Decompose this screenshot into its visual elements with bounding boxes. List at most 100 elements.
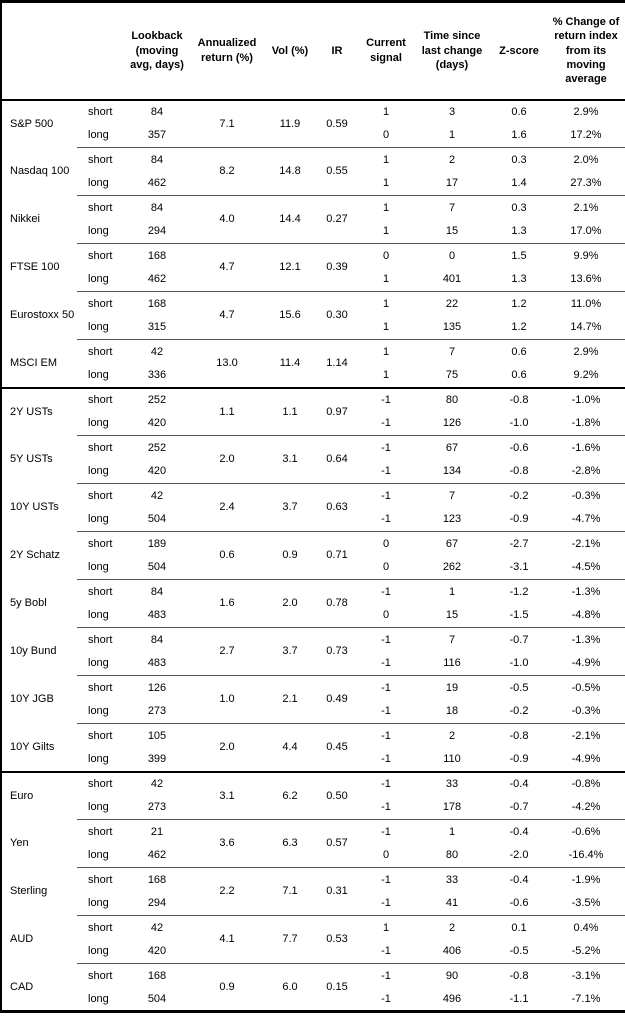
annualized-return-cell: 2.7: [189, 627, 265, 676]
pct-change-cell: 14.7%: [547, 315, 625, 340]
column-header-vol: Vol (%): [265, 1, 315, 101]
pct-change-cell: -0.3%: [571, 489, 601, 502]
lookback-cell: 84: [150, 105, 164, 118]
row-label-cell: long: [77, 555, 125, 580]
vol-cell: 6.0: [265, 963, 315, 1013]
row-label-cell: short: [88, 249, 113, 262]
row-label-cell: short: [88, 441, 113, 454]
table-header: Lookback (moving avg, days) Annualized r…: [1, 1, 625, 101]
row-label-cell: short: [88, 297, 113, 310]
asset-row-long: long 294 -1 41 -0.6 -3.5%: [1, 891, 625, 916]
time-since-change-cell: 496: [413, 987, 491, 1013]
signal-cell: 1: [382, 153, 390, 166]
time-since-change-cell: 3: [448, 105, 456, 118]
z-score-cell: 0.6: [511, 345, 527, 358]
asset-row-long: long 462 0 80 -2.0 -16.4%: [1, 843, 625, 868]
vol-cell: 2.1: [265, 675, 315, 724]
time-since-change-cell: 67: [445, 537, 459, 550]
asset-row-short: 10Y USTs short 42 2.4 3.7 0.63 -1 7 -0.2 -0.3%: [1, 483, 625, 532]
pct-change-cell: 2.9%: [573, 345, 599, 358]
time-since-change-cell: 401: [413, 267, 491, 292]
row-label-cell: long: [77, 363, 125, 389]
lookback-cell: 504: [125, 987, 189, 1013]
pct-change-cell: 9.9%: [573, 249, 599, 262]
asset-row-short: 2Y Schatz short 189 0.6 0.9 0.71 0 67 -2.7 -2.1%: [1, 531, 625, 580]
signal-cell: 1: [382, 105, 390, 118]
pct-change-cell: -0.5%: [571, 681, 601, 694]
pct-change-cell: 2.9%: [573, 105, 599, 118]
row-label-cell: long: [77, 795, 125, 820]
time-since-change-cell: 17: [413, 171, 491, 196]
row-label-cell: long: [77, 315, 125, 340]
time-since-change-cell: 2: [448, 729, 456, 742]
signal-cell: 0: [359, 603, 413, 628]
asset-row-long: long 399 -1 110 -0.9 -4.9%: [1, 747, 625, 773]
asset-name-cell: Euro: [10, 789, 34, 802]
ir-cell: 0.53: [315, 915, 359, 964]
time-since-change-cell: 7: [448, 489, 456, 502]
pct-change-cell: -4.5%: [547, 555, 625, 580]
lookback-cell: 315: [125, 315, 189, 340]
z-score-cell: 0.3: [511, 201, 527, 214]
z-score-cell: -0.8: [509, 729, 529, 742]
time-since-change-cell: 0: [448, 249, 456, 262]
pct-change-cell: 27.3%: [547, 171, 625, 196]
asset-name-cell: Yen: [10, 837, 29, 850]
lookback-cell: 42: [150, 489, 164, 502]
pct-change-cell: -1.0%: [571, 393, 601, 406]
asset-row-long: long 273 -1 18 -0.2 -0.3%: [1, 699, 625, 724]
vol-cell: 4.4: [265, 723, 315, 773]
lookback-cell: 273: [125, 699, 189, 724]
asset-row-short: Eurostoxx 50 short 168 4.7 15.6 0.30 1 22 1.2 11.…: [1, 291, 625, 340]
asset-name-cell: AUD: [10, 933, 34, 946]
signal-cell: 0: [382, 249, 390, 262]
z-score-cell: -0.4: [509, 825, 529, 838]
row-label-cell: short: [88, 153, 113, 166]
time-since-change-cell: 33: [445, 777, 459, 790]
row-label-cell: long: [77, 747, 125, 773]
pct-change-cell: -3.5%: [547, 891, 625, 916]
lookback-cell: 336: [125, 363, 189, 389]
signal-cell: -1: [381, 441, 391, 454]
row-label-cell: short: [88, 393, 113, 406]
column-header-ir: IR: [315, 1, 359, 101]
annualized-return-cell: 0.9: [189, 963, 265, 1013]
ir-cell: 0.45: [315, 723, 359, 773]
lookback-cell: 42: [150, 345, 164, 358]
pct-change-cell: 0.4%: [573, 921, 599, 934]
table-body: S&P 500 short 84 7.1 11.9 0.59 1 3 0.6 2.9% long 35…: [1, 99, 625, 1013]
vol-cell: 3.1: [265, 435, 315, 484]
asset-row-long: long 273 -1 178 -0.7 -4.2%: [1, 795, 625, 820]
asset-name-cell: 2Y USTs: [10, 405, 53, 418]
signal-cell: 1: [382, 345, 390, 358]
signal-cell: -1: [381, 633, 391, 646]
ir-cell: 0.73: [315, 627, 359, 676]
asset-row-long: long 462 1 401 1.3 13.6%: [1, 267, 625, 292]
time-since-change-cell: 15: [413, 603, 491, 628]
pct-change-cell: 17.0%: [547, 219, 625, 244]
time-since-change-cell: 116: [413, 651, 491, 676]
vol-cell: 2.0: [265, 579, 315, 628]
signal-cell: 0: [359, 555, 413, 580]
vol-cell: 14.4: [265, 195, 315, 244]
asset-name-cell: CAD: [1, 963, 77, 1013]
pct-change-cell: -4.7%: [547, 507, 625, 532]
z-score-cell: -0.7: [491, 795, 547, 820]
lookback-cell: 462: [125, 843, 189, 868]
signal-cell: 1: [382, 201, 390, 214]
pct-change-cell: -16.4%: [547, 843, 625, 868]
ir-cell: 0.57: [315, 819, 359, 868]
time-since-change-cell: 7: [448, 633, 456, 646]
z-score-cell: -1.0: [491, 651, 547, 676]
pct-change-cell: 11.0%: [570, 297, 602, 310]
pct-change-cell: -3.1%: [571, 969, 601, 982]
row-label-cell: short: [88, 729, 113, 742]
vol-cell: 1.1: [265, 387, 315, 436]
time-since-change-cell: 75: [413, 363, 491, 389]
z-score-cell: -2.0: [491, 843, 547, 868]
lookback-cell: 357: [125, 123, 189, 148]
pct-change-cell: -4.9%: [547, 651, 625, 676]
time-since-change-cell: 178: [413, 795, 491, 820]
asset-name-cell: Nikkei: [10, 213, 40, 226]
